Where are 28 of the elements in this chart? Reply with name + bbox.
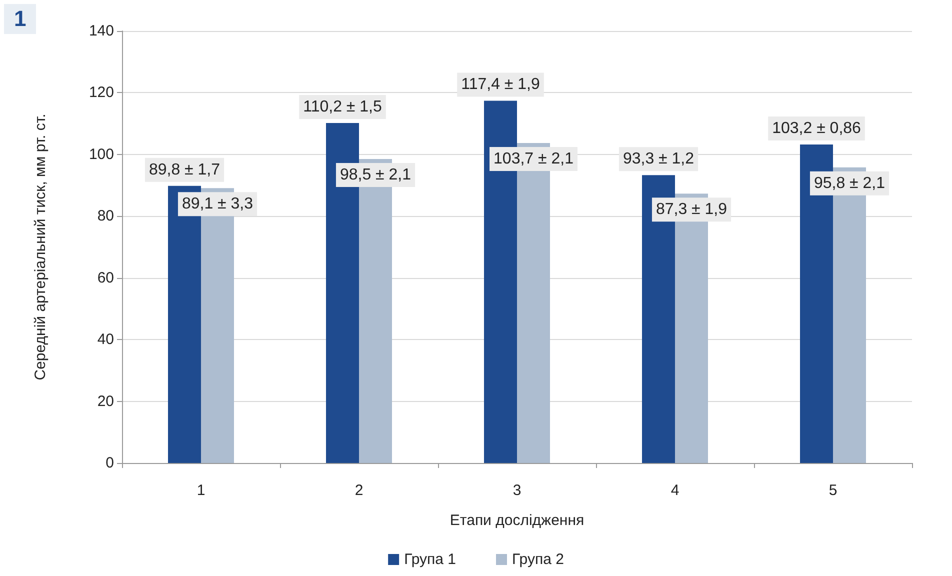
x-axis-title: Етапи дослідження <box>450 512 584 529</box>
y-tick-label: 0 <box>106 454 114 472</box>
y-tick-label: 80 <box>97 208 114 225</box>
y-tick-label: 120 <box>88 84 114 102</box>
data-label: 95,8 ± 2,1 <box>814 174 886 192</box>
data-label: 89,1 ± 3,3 <box>182 196 254 213</box>
y-axis-title: Середній артеріальний тиск, мм рт. ст. <box>32 114 49 380</box>
legend-label: Група 2 <box>512 551 564 568</box>
text: 1 <box>4 4 36 34</box>
data-label: 93,3 ± 1,2 <box>622 150 694 168</box>
x-tick-label: 5 <box>828 482 838 499</box>
y-tick-label: 60 <box>97 269 114 286</box>
data-label: 103,7 ± 2,1 <box>494 150 574 168</box>
y-tick-label: 40 <box>97 331 114 348</box>
x-tick-label: 1 <box>196 482 206 499</box>
y-tick-label: 100 <box>88 146 114 163</box>
x-tick-label: 3 <box>512 482 522 499</box>
y-tick-label: 140 <box>88 22 114 40</box>
data-label: 87,3 ± 1,9 <box>656 201 728 218</box>
legend-label: Група 1 <box>404 551 456 568</box>
data-label: 117,4 ± 1,9 <box>461 76 540 94</box>
y-tick-label: 20 <box>97 392 114 410</box>
data-label: 89,8 ± 1,7 <box>148 161 220 178</box>
x-tick-label: 4 <box>670 482 680 499</box>
x-tick-label: 2 <box>354 482 364 499</box>
data-label: 103,2 ± 0,86 <box>772 120 862 138</box>
data-label: 98,5 ± 2,1 <box>340 166 412 184</box>
data-label: 110,2 ± 1,5 <box>303 98 382 116</box>
